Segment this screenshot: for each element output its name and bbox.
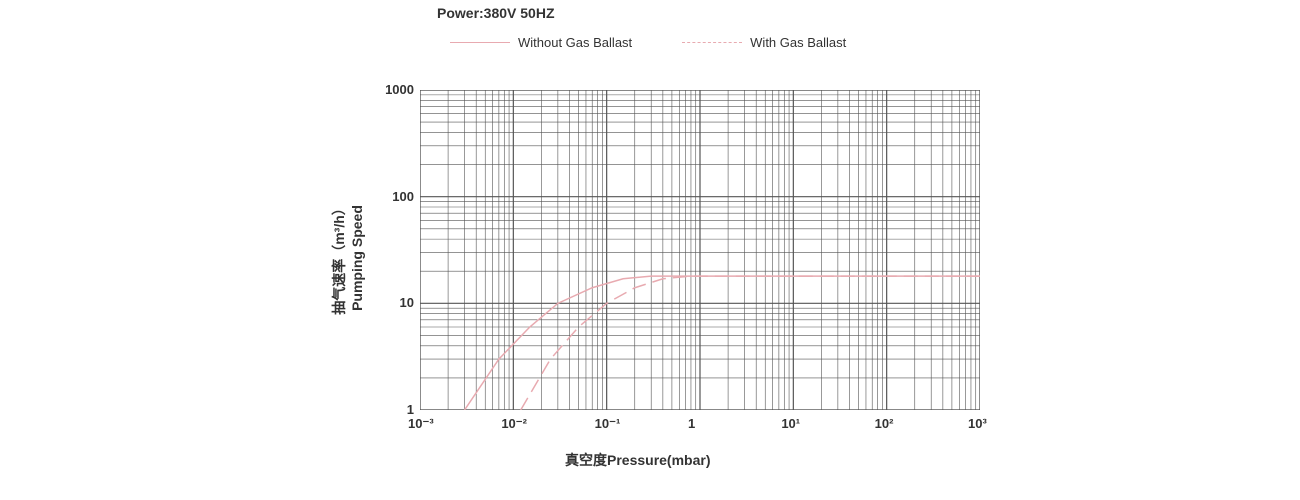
legend-swatch-solid — [450, 42, 510, 43]
x-tick: 10¹ — [781, 416, 800, 431]
legend-swatch-dashed — [682, 42, 742, 43]
x-tick: 10⁻¹ — [595, 416, 621, 432]
plot-area — [420, 90, 980, 410]
legend: Without Gas Ballast With Gas Ballast — [450, 35, 846, 50]
chart-title: Power:380V 50HZ — [437, 5, 555, 21]
y-tick: 100 — [392, 189, 414, 204]
x-tick: 10² — [875, 416, 894, 431]
y-axis-label-text: 抽气速率（m³/h） Pumping Speed — [331, 201, 365, 315]
legend-label: Without Gas Ballast — [518, 35, 632, 50]
chart-container: Power:380V 50HZ Without Gas Ballast With… — [0, 0, 1300, 500]
x-axis-label: 真空度Pressure(mbar) — [565, 450, 711, 470]
y-tick: 1 — [407, 402, 414, 417]
legend-item-with-ballast: With Gas Ballast — [682, 35, 846, 50]
x-tick: 10⁻² — [501, 416, 527, 432]
y-tick: 10 — [400, 295, 414, 310]
legend-label: With Gas Ballast — [750, 35, 846, 50]
x-tick: 10⁻³ — [408, 416, 434, 432]
y-tick: 1000 — [385, 82, 414, 97]
x-tick: 1 — [688, 416, 695, 431]
x-tick: 10³ — [968, 416, 987, 431]
y-axis-label: 抽气速率（m³/h） Pumping Speed — [329, 201, 365, 315]
legend-item-without-ballast: Without Gas Ballast — [450, 35, 632, 50]
